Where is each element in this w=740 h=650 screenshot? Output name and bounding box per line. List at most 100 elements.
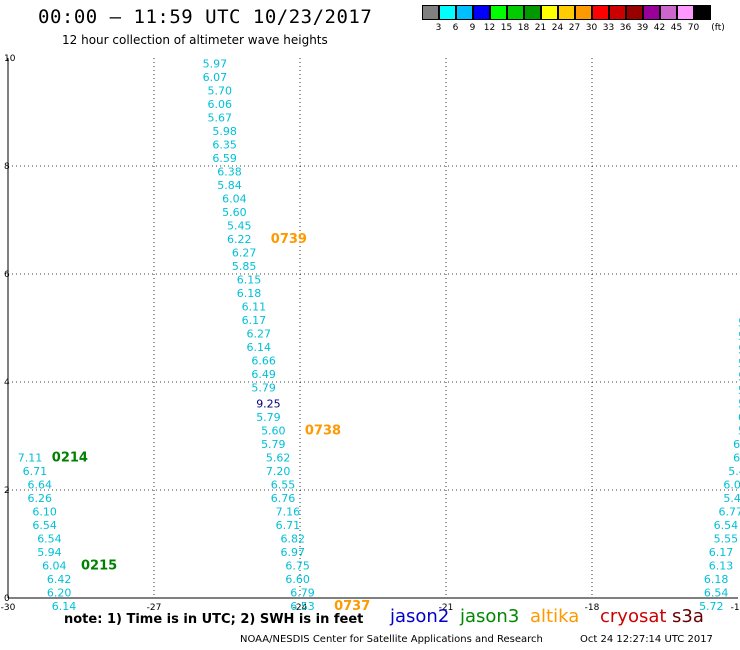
x-tick-label: -30 [1, 603, 16, 610]
data-label: 6.04 [222, 192, 247, 205]
scale-label: 21 [534, 23, 547, 33]
scale-swatch [626, 5, 643, 20]
data-label: 6.60 [285, 573, 310, 586]
scale-swatch [677, 5, 694, 20]
scale-swatch [524, 5, 541, 20]
data-label: 5.79 [251, 381, 275, 394]
scale-label: 6 [452, 23, 459, 33]
data-label: 6.54 [32, 519, 57, 532]
data-label: 6.17 [242, 314, 267, 327]
scale-swatch [609, 5, 626, 20]
scale-label: 12 [483, 23, 496, 33]
data-label: 6.53 [290, 600, 315, 610]
data-label: 6.17 [709, 546, 734, 559]
scale-label: 24 [551, 23, 564, 33]
data-label: 5.60 [222, 206, 247, 219]
scale-label: 3 [435, 23, 442, 33]
data-label: 6.44 [733, 438, 740, 451]
scale-swatch [490, 5, 507, 20]
scale-swatch [507, 5, 524, 20]
data-label: 5.79 [256, 411, 281, 424]
data-label: 6.14 [246, 341, 271, 354]
satellite-jason3: jason3 [460, 606, 520, 627]
data-label: 5 [738, 330, 740, 343]
scale-unit: (ft) [711, 23, 725, 33]
data-label: 6.38 [217, 165, 242, 178]
scale-swatch [558, 5, 575, 20]
data-label: 6.27 [232, 246, 257, 259]
data-label: 5. [738, 357, 740, 370]
y-tick-label: 4 [4, 378, 10, 388]
scale-swatch [592, 5, 609, 20]
data-label: 5.45 [227, 219, 252, 232]
scale-swatch [643, 5, 660, 20]
scale-label: 45 [670, 23, 683, 33]
data-label: 6.49 [251, 368, 275, 381]
data-label: 7.16 [276, 506, 301, 519]
data-label: 6.79 [290, 587, 315, 600]
scale-label: 18 [517, 23, 530, 33]
data-label: 5.48 [723, 492, 740, 505]
data-label: 5.43 [728, 465, 740, 478]
footer-note: note: 1) Time is in UTC; 2) SWH is in fe… [64, 612, 364, 627]
scale-swatch [439, 5, 456, 20]
scale-label: 15 [500, 23, 513, 33]
data-label: 5.62 [266, 452, 291, 465]
scale-label: 39 [636, 23, 649, 33]
data-label: 5 [738, 317, 740, 330]
data-label: 6.07 [203, 71, 228, 84]
scale-swatch [473, 5, 490, 20]
scale-label: 36 [619, 23, 632, 33]
data-label: 6.97 [281, 546, 306, 559]
data-label: 6.28 [738, 411, 740, 424]
scale-swatch [541, 5, 558, 20]
data-label: 5. [738, 344, 740, 357]
chart-title: 00:00 – 11:59 UTC 10/23/2017 [38, 6, 373, 28]
scale-label: 27 [568, 23, 581, 33]
data-label: 7.20 [266, 465, 291, 478]
y-tick-label: 10 [4, 54, 16, 64]
data-label: 6.26 [27, 492, 52, 505]
chart-subtitle: 12 hour collection of altimeter wave hei… [62, 33, 328, 47]
y-tick-label: 6 [4, 270, 10, 280]
data-label: 6.54 [714, 519, 739, 532]
data-label: 6.18 [237, 287, 262, 300]
data-label: 6.82 [281, 533, 306, 546]
data-label: 0214 [52, 451, 88, 466]
x-tick-label: -15 [731, 603, 740, 610]
data-label: 6.27 [246, 327, 271, 340]
data-label: 6.75 [285, 560, 310, 573]
data-label: 5.98 [212, 125, 237, 138]
data-label: 5.7 [738, 384, 740, 397]
data-label: 6.55 [271, 479, 296, 492]
scale-swatch [694, 5, 711, 20]
data-label: 7.11 [18, 452, 43, 465]
data-label: 6.20 [47, 587, 72, 600]
data-label: 6.77 [719, 506, 740, 519]
data-label: 6.71 [23, 465, 47, 478]
scale-label: 42 [653, 23, 666, 33]
data-label: 6.71 [276, 519, 301, 532]
scale-swatch [422, 5, 439, 20]
x-tick-label: -21 [439, 603, 454, 610]
data-label: 6.54 [704, 587, 729, 600]
satellite-jason2: jason2 [390, 606, 450, 627]
satellite-s3a: s3a [672, 606, 704, 627]
data-label: 6.76 [271, 492, 296, 505]
data-label: 5.0 [738, 371, 740, 384]
data-label: 6.04 [42, 560, 67, 573]
data-label: 6.64 [27, 479, 52, 492]
data-label: 6.13 [709, 560, 734, 573]
data-label: 5.84 [217, 179, 242, 192]
scale-label: 33 [602, 23, 615, 33]
data-label: 6.76 [733, 452, 740, 465]
scale-label: 30 [585, 23, 598, 33]
y-tick-label: 2 [4, 486, 10, 496]
data-label: 0738 [305, 424, 341, 439]
data-label: 6.15 [237, 273, 262, 286]
x-tick-label: -27 [147, 603, 162, 610]
generated-timestamp: Oct 24 12:27:14 UTC 2017 [580, 634, 713, 645]
data-label: 6.42 [47, 573, 72, 586]
scale-label: 9 [469, 23, 476, 33]
data-label: 5.85 [232, 260, 257, 273]
